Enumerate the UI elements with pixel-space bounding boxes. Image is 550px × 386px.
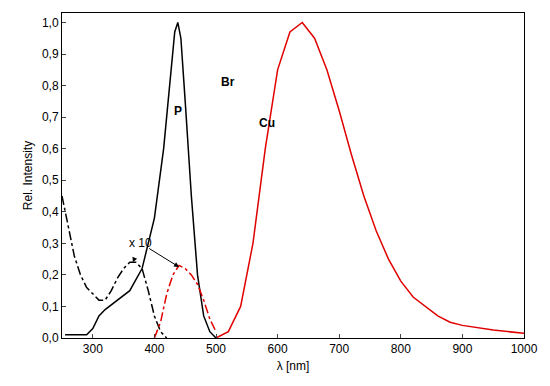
svg-text:λ [nm]: λ [nm] bbox=[277, 359, 310, 373]
svg-text:x 10: x 10 bbox=[129, 236, 152, 250]
svg-text:0,0: 0,0 bbox=[42, 331, 59, 345]
svg-text:900: 900 bbox=[452, 342, 472, 356]
svg-text:0,6: 0,6 bbox=[42, 142, 59, 156]
svg-text:700: 700 bbox=[329, 342, 349, 356]
svg-text:800: 800 bbox=[391, 342, 411, 356]
svg-text:300: 300 bbox=[83, 342, 103, 356]
svg-text:0,4: 0,4 bbox=[42, 205, 59, 219]
svg-text:0,2: 0,2 bbox=[42, 268, 59, 282]
svg-text:1,0: 1,0 bbox=[42, 16, 59, 30]
svg-text:0,1: 0,1 bbox=[42, 300, 59, 314]
svg-text:0,8: 0,8 bbox=[42, 79, 59, 93]
svg-text:P: P bbox=[174, 104, 182, 118]
svg-text:1000: 1000 bbox=[511, 342, 538, 356]
svg-text:0,3: 0,3 bbox=[42, 237, 59, 251]
svg-text:Rel. Intensity: Rel. Intensity bbox=[21, 141, 35, 210]
svg-text:400: 400 bbox=[144, 342, 164, 356]
svg-text:500: 500 bbox=[206, 342, 226, 356]
svg-text:0,9: 0,9 bbox=[42, 47, 59, 61]
svg-text:600: 600 bbox=[268, 342, 288, 356]
svg-text:0,7: 0,7 bbox=[42, 110, 59, 124]
svg-text:0,5: 0,5 bbox=[42, 173, 59, 187]
svg-text:Cu: Cu bbox=[259, 116, 275, 130]
svg-text:Br: Br bbox=[221, 75, 235, 89]
